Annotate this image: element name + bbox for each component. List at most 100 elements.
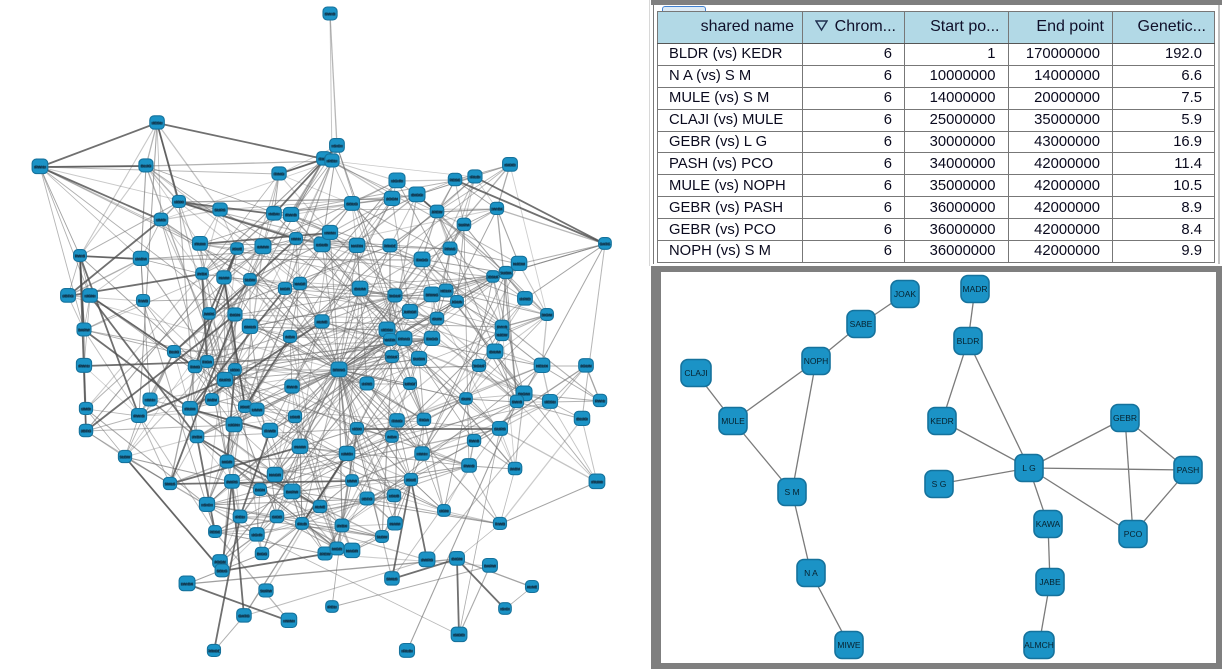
- svg-text:JSUE: JSUE: [240, 405, 251, 410]
- svg-text:NAW: NAW: [219, 276, 229, 281]
- svg-text:SMLS: SMLS: [164, 482, 176, 487]
- svg-text:LW BX: LW BX: [491, 207, 504, 212]
- svg-text:ALNE: ALNE: [317, 320, 328, 325]
- svg-text:BIGG: BIGG: [412, 193, 422, 198]
- svg-text:JG R: JG R: [392, 179, 402, 184]
- svg-text:JBX: JBX: [231, 368, 239, 373]
- svg-text:TIGA: TIGA: [419, 418, 429, 423]
- svg-text:J PIE: J PIE: [362, 382, 372, 387]
- svg-text:PRICE: PRICE: [208, 649, 221, 654]
- svg-text:TAGG: TAGG: [416, 258, 428, 263]
- svg-text:BRING: BRING: [425, 293, 438, 298]
- svg-text:T WB: T WB: [495, 522, 506, 527]
- svg-text:LSUB: LSUB: [290, 415, 301, 420]
- svg-text:JABV: JABV: [136, 257, 147, 262]
- svg-text:SMLS: SMLS: [386, 577, 398, 582]
- svg-text:SUN: SUN: [433, 317, 442, 322]
- svg-text:NBA: NBA: [286, 335, 295, 340]
- svg-text:ALNE: ALNE: [315, 505, 326, 510]
- svg-text:NBA: NBA: [270, 212, 279, 217]
- svg-text:NAGR: NAGR: [346, 549, 358, 554]
- svg-text:W I: W I: [419, 452, 425, 457]
- svg-text:SUPS: SUPS: [214, 208, 226, 213]
- svg-text:UMW: UMW: [258, 245, 269, 250]
- svg-text:RW B: RW B: [286, 213, 297, 218]
- svg-text:CLAJI: CLAJI: [684, 368, 707, 378]
- svg-text:PW L: PW L: [35, 165, 46, 170]
- svg-text:SW B: SW B: [497, 325, 508, 330]
- svg-text:SUPS: SUPS: [219, 378, 231, 383]
- svg-text:PRAG: PRAG: [398, 337, 410, 342]
- svg-text:KAWA: KAWA: [1036, 519, 1061, 529]
- svg-text:NATIN: NATIN: [351, 244, 363, 249]
- svg-text:GATG: GATG: [238, 614, 250, 619]
- svg-text:GEBR: GEBR: [1113, 413, 1137, 423]
- svg-text:JMB: JMB: [82, 407, 91, 412]
- svg-text:BAPW: BAPW: [286, 490, 298, 495]
- svg-text:BIUM: BIUM: [490, 350, 501, 355]
- svg-text:SLBW: SLBW: [119, 455, 131, 460]
- svg-text:JESUP: JESUP: [486, 275, 500, 280]
- svg-text:BIUM: BIUM: [355, 287, 366, 292]
- svg-text:NIN: NIN: [326, 231, 333, 236]
- svg-text:TIGA: TIGA: [202, 360, 212, 365]
- svg-text:LW BX: LW BX: [181, 582, 194, 587]
- svg-text:SIDE: SIDE: [505, 163, 515, 168]
- svg-text:JOAK: JOAK: [894, 289, 917, 299]
- svg-text:SUBIN: SUBIN: [413, 357, 426, 362]
- svg-text:NBA: NBA: [388, 435, 397, 440]
- svg-text:NJEW: NJEW: [513, 262, 525, 267]
- svg-text:TIGA: TIGA: [319, 157, 329, 162]
- svg-text:UMW: UMW: [252, 408, 263, 413]
- svg-text:JBTG: JBTG: [81, 429, 92, 434]
- svg-text:PW S: PW S: [75, 254, 86, 259]
- svg-text:JABV: JABV: [207, 398, 218, 403]
- svg-text:PRICE: PRICE: [384, 244, 397, 249]
- svg-text:UMW: UMW: [347, 479, 358, 484]
- svg-text:JBX: JBX: [353, 427, 361, 432]
- svg-text:JSUE: JSUE: [232, 247, 243, 252]
- svg-text:S G: S G: [932, 479, 947, 489]
- svg-text:S C: S C: [334, 144, 341, 149]
- svg-text:BLJG: BLJG: [577, 417, 587, 422]
- svg-text:W I: W I: [147, 398, 153, 403]
- svg-text:NAW: NAW: [295, 445, 305, 450]
- svg-text:SABE: SABE: [850, 319, 873, 329]
- svg-text:PEL: PEL: [328, 159, 337, 164]
- svg-text:JESUP: JESUP: [385, 355, 399, 360]
- svg-text:SW B: SW B: [325, 12, 336, 17]
- svg-text:ALMCH: ALMCH: [1024, 640, 1054, 650]
- svg-text:SUPW: SUPW: [260, 589, 273, 594]
- svg-text:LSUB: LSUB: [389, 494, 400, 499]
- svg-text:SIDE: SIDE: [454, 633, 464, 638]
- svg-text:NJEW: NJEW: [496, 333, 508, 338]
- svg-text:JURGR: JURGR: [403, 310, 417, 315]
- svg-text:JGN: JGN: [230, 423, 238, 428]
- svg-text:MGR: MGR: [222, 460, 232, 465]
- svg-text:JG R: JG R: [252, 533, 262, 538]
- svg-text:NAGR: NAGR: [294, 282, 306, 287]
- svg-text:S C: S C: [502, 607, 509, 612]
- svg-text:S M: S M: [784, 487, 799, 497]
- svg-text:L G: L G: [1022, 463, 1035, 473]
- svg-text:PEL: PEL: [236, 515, 245, 520]
- svg-text:SW B: SW B: [512, 400, 523, 405]
- svg-text:SLBW: SLBW: [376, 535, 388, 540]
- svg-text:SUPS: SUPS: [494, 427, 506, 432]
- svg-text:PESC: PESC: [209, 530, 220, 535]
- svg-text:NATIN: NATIN: [384, 338, 396, 343]
- svg-text:SLBW: SLBW: [244, 278, 256, 283]
- svg-text:NAW: NAW: [390, 522, 400, 527]
- svg-text:MIWE: MIWE: [837, 640, 860, 650]
- svg-text:JBTG: JBTG: [63, 294, 74, 299]
- svg-text:JYBX: JYBX: [197, 272, 208, 277]
- svg-text:PW S: PW S: [134, 414, 145, 419]
- svg-text:PCO: PCO: [1124, 529, 1143, 539]
- svg-text:JMB: JMB: [157, 218, 166, 223]
- svg-text:T WB: T WB: [138, 299, 149, 304]
- svg-text:JURGR: JURGR: [403, 382, 417, 387]
- svg-text:PRAG: PRAG: [444, 247, 456, 252]
- svg-text:MULE: MULE: [721, 416, 745, 426]
- svg-text:MGR: MGR: [280, 287, 290, 292]
- svg-text:JWPS: JWPS: [421, 558, 433, 563]
